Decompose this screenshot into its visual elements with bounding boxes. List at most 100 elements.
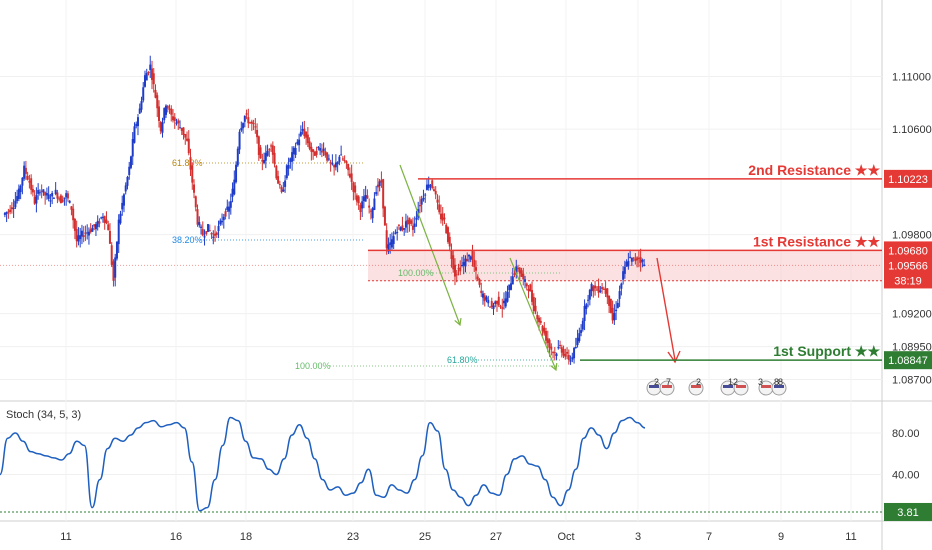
candle-body (434, 190, 437, 195)
candle-body (520, 270, 523, 277)
candle-body (380, 180, 383, 183)
candle-body (7, 211, 10, 213)
candle-body (12, 207, 15, 210)
candle-body (189, 157, 192, 170)
candle-body (515, 266, 518, 275)
candle-body (54, 189, 57, 194)
candle-body (93, 224, 96, 227)
candle-body (401, 225, 404, 231)
candle-body (105, 219, 108, 224)
candle-body (250, 121, 253, 124)
candle-body (560, 347, 563, 353)
candle-body (261, 159, 264, 162)
candle-body (427, 184, 430, 189)
candle-body (254, 126, 257, 128)
candle-body (453, 264, 456, 277)
candle-body (14, 200, 17, 208)
candle-body (61, 199, 64, 202)
candle-body (574, 347, 577, 349)
candle-body (231, 188, 234, 197)
candle-body (501, 307, 504, 309)
candle-body (492, 305, 495, 310)
candle-body (296, 141, 299, 144)
candle-body (245, 113, 248, 115)
candle-body (334, 162, 337, 168)
candle-body (326, 152, 329, 161)
level-lines: 2nd Resistance ★★ 1.10223 1st Resistance ★… (368, 162, 932, 370)
candle-body (518, 267, 521, 274)
candle-body (136, 117, 139, 127)
date-tick-label: 9 (778, 531, 784, 543)
candle-body (133, 126, 136, 143)
candle-body (494, 301, 497, 305)
candle-body (517, 267, 520, 270)
candle-body (406, 219, 409, 225)
candle-body (383, 206, 386, 226)
candle-body (599, 290, 602, 292)
candle-body (77, 235, 80, 242)
candle-body (149, 64, 152, 70)
candle-body (632, 257, 635, 259)
candle-body (399, 227, 402, 231)
candle-body (84, 232, 87, 234)
candle-body (618, 291, 621, 299)
candle-body (327, 158, 330, 160)
candle-body (91, 227, 94, 232)
candle-body (142, 87, 145, 101)
candle-body (249, 122, 252, 124)
candle-body (56, 192, 59, 199)
candle-body (247, 117, 250, 124)
date-tick-label: 27 (490, 531, 502, 543)
candle-body (389, 242, 392, 245)
candle-body (459, 267, 462, 272)
event-flag-stripe (662, 385, 672, 388)
candle-body (131, 139, 134, 157)
candle-body (9, 209, 12, 213)
candle-body (217, 225, 220, 232)
date-axis: 11 16 18 23 25 27 Oct 3 7 9 11 (60, 531, 856, 543)
candle-body (431, 180, 434, 188)
candle-body (487, 299, 490, 304)
candle-body (289, 158, 292, 162)
candle-body (410, 220, 413, 224)
candle-body (301, 129, 304, 131)
candle-body (553, 352, 556, 354)
candle-body (608, 295, 611, 306)
candle-body (636, 257, 639, 261)
candle-body (270, 145, 273, 147)
candle-body (196, 209, 199, 225)
event-count: 3 (758, 377, 763, 387)
candle-body (460, 264, 463, 266)
candle-body (42, 189, 45, 193)
candle-body (173, 117, 176, 121)
event-flag-stripe (774, 385, 784, 388)
candle-body (580, 330, 583, 334)
candle-body (623, 266, 626, 274)
event-count: 2 (654, 377, 659, 387)
candle-body (98, 221, 101, 224)
candle-body (469, 256, 472, 260)
candle-body (285, 165, 288, 179)
candle-body (30, 178, 33, 190)
candle-body (585, 304, 588, 309)
date-tick-label: 18 (240, 531, 252, 543)
candle-body (65, 193, 68, 198)
candle-body (382, 179, 385, 209)
candle-body (87, 231, 90, 236)
candle-body (476, 276, 479, 280)
candle-body (422, 197, 425, 200)
candle-body (562, 349, 565, 356)
candle-body (338, 156, 341, 163)
candle-body (355, 195, 358, 202)
candle-body (101, 216, 104, 219)
candle-body (361, 201, 364, 209)
candle-body (271, 145, 274, 155)
fib-label: 61.80% (172, 158, 203, 168)
candle-body (336, 162, 339, 165)
candle-body (44, 192, 47, 196)
event-flag-stripe (691, 385, 701, 388)
candle-body (63, 197, 66, 199)
candle-body (129, 156, 132, 168)
stoch-value-text: 3.81 (897, 507, 918, 519)
candle-body (499, 306, 502, 308)
